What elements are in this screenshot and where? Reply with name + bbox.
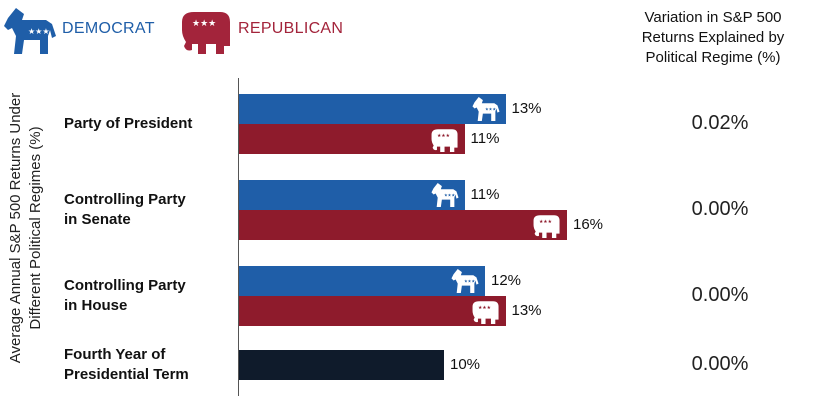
donkey-icon: ★★★: [4, 8, 56, 54]
svg-text:★★★: ★★★: [443, 193, 454, 198]
bar-value-label: 10%: [450, 356, 481, 373]
category-label-line: Controlling Party: [64, 191, 186, 208]
category-label-line: in Senate: [64, 211, 131, 228]
category-label: Fourth Year of Presidential Term: [64, 345, 234, 385]
bar-value-label: 13%: [511, 100, 542, 117]
bar-value-label: 13%: [511, 302, 542, 319]
bar-other: [239, 350, 444, 380]
chart-baseline: [238, 78, 239, 396]
svg-text:★★★: ★★★: [539, 219, 553, 225]
svg-text:★★★: ★★★: [477, 305, 491, 311]
category-label-line: Controlling Party: [64, 277, 186, 294]
category-label-line: Fourth Year of: [64, 346, 166, 363]
svg-text:★★★: ★★★: [28, 27, 50, 36]
y-axis-label: Average Annual S&P 500 Returns Under Dif…: [7, 92, 44, 364]
bar-democrat: [239, 266, 485, 296]
category-label-line: Presidential Term: [64, 366, 189, 383]
svg-text:★★★: ★★★: [192, 19, 216, 29]
bar-republican: [239, 296, 506, 326]
category-label: Party of President: [64, 114, 234, 134]
donkey-icon: ★★★: [427, 182, 463, 213]
bar-republican: [239, 124, 465, 154]
elephant-icon: ★★★: [468, 298, 502, 329]
variation-explained-value: 0.00%: [691, 284, 749, 306]
bar-democrat: [239, 180, 465, 210]
donkey-icon: ★★★: [447, 268, 483, 299]
bar-republican: [239, 210, 567, 240]
bar-value-label: 12%: [491, 272, 522, 289]
elephant-icon: ★★★: [427, 126, 461, 157]
category-label-line: Party of President: [64, 115, 193, 132]
variation-explained-value: 0.00%: [691, 353, 749, 375]
category-label: Controlling Party in House: [64, 276, 234, 316]
bar-democrat: [239, 94, 506, 124]
svg-text:★★★: ★★★: [484, 107, 495, 112]
legend-democrat-label: DEMOCRAT: [62, 20, 155, 37]
variation-explained-value: 0.00%: [691, 198, 749, 220]
variation-column-title: Variation in S&P 500 Returns Explained b…: [641, 9, 785, 66]
elephant-icon: ★★★: [529, 212, 563, 243]
bar-value-label: 16%: [573, 216, 604, 233]
category-label: Controlling Party in Senate: [64, 190, 234, 230]
elephant-icon: ★★★: [182, 12, 230, 54]
donkey-icon: ★★★: [468, 96, 504, 127]
category-label-line: in House: [64, 297, 128, 314]
svg-text:★★★: ★★★: [464, 279, 475, 284]
svg-text:★★★: ★★★: [436, 133, 450, 139]
variation-explained-value: 0.02%: [691, 112, 749, 134]
bar-value-label: 11%: [470, 186, 500, 203]
legend-republican-label: REPUBLICAN: [238, 20, 344, 37]
bar-value-label: 11%: [470, 130, 500, 147]
